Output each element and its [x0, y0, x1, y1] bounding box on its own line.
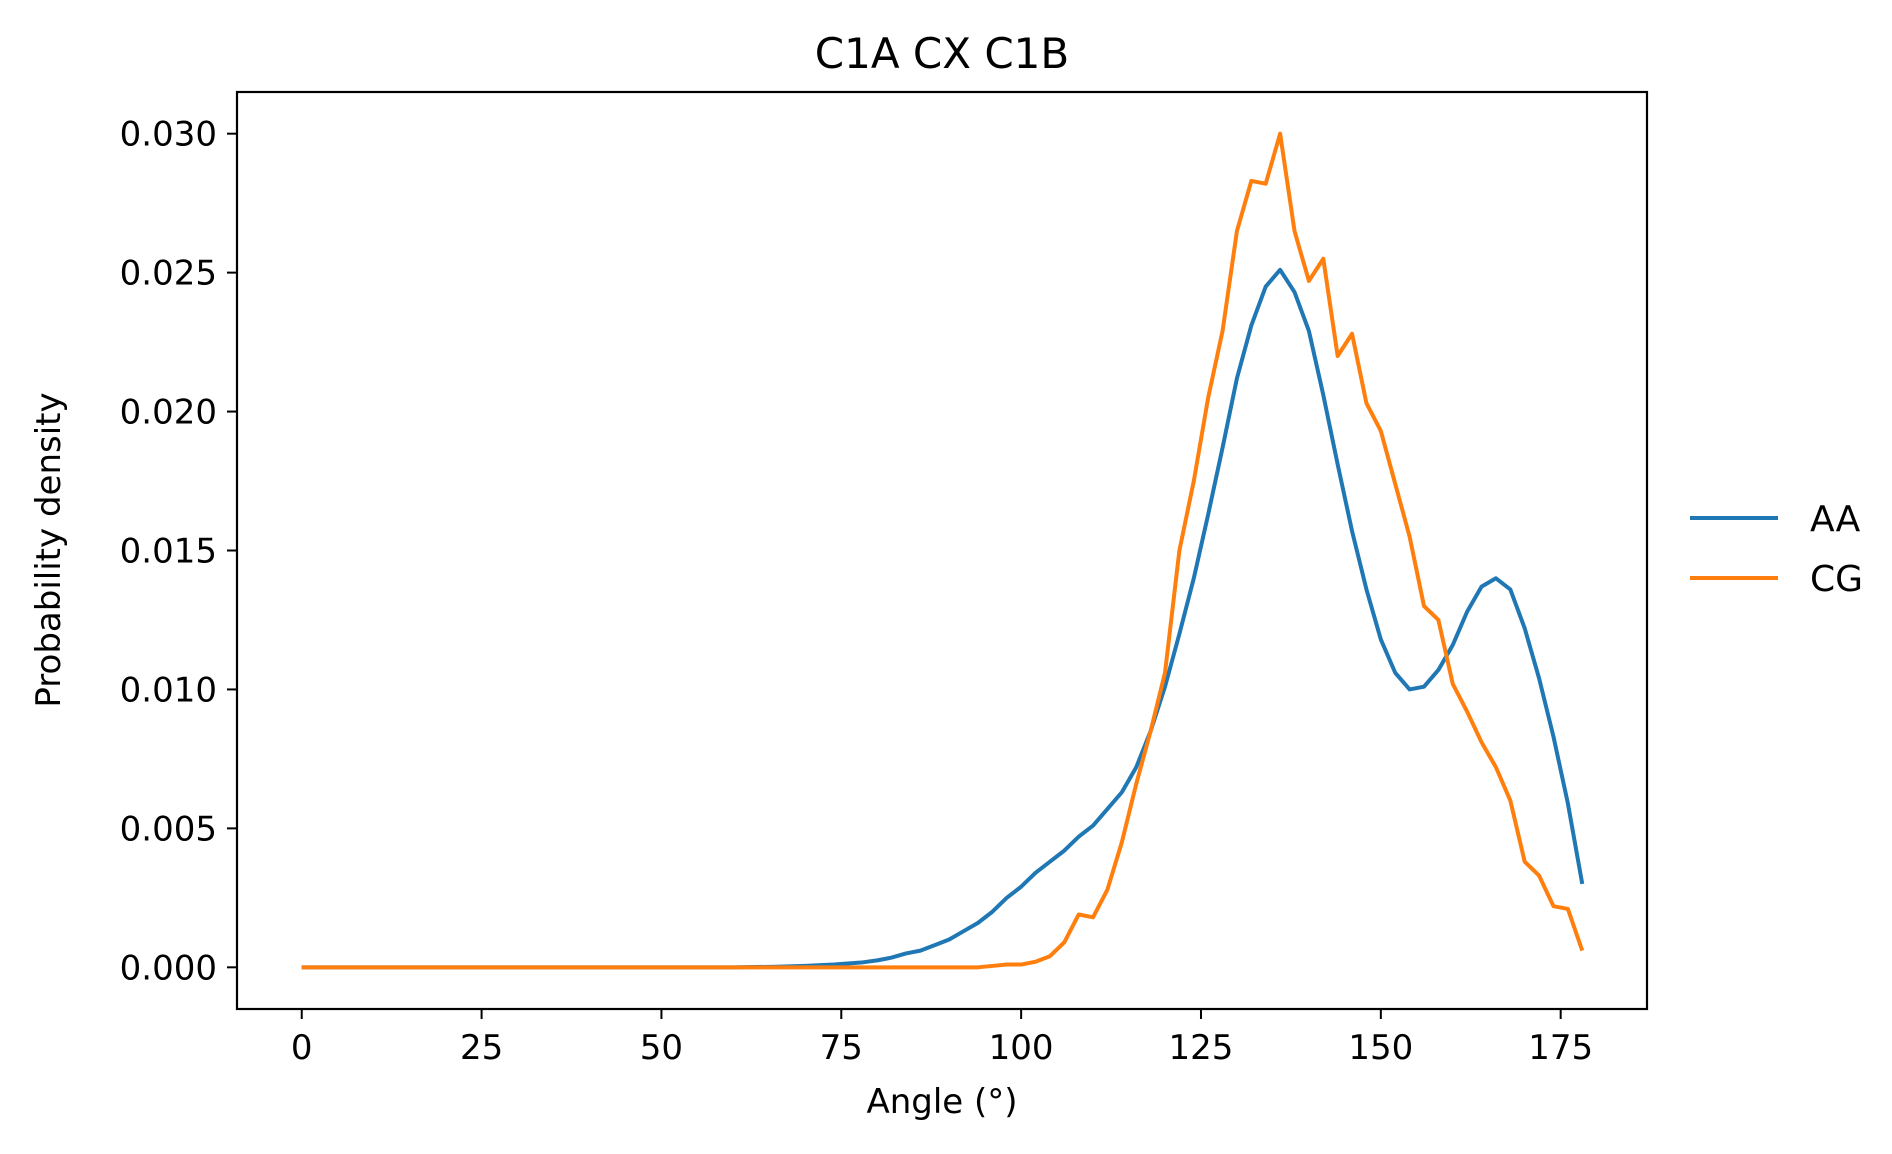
x-tick-label: 0: [291, 1028, 313, 1068]
x-axis: 0 25 50 75 100 125 150 175: [291, 1009, 1593, 1068]
plot-frame: [235, 90, 1649, 1011]
x-tick-label: 150: [1348, 1028, 1413, 1068]
y-tick-label: 0.025: [120, 254, 217, 294]
legend-label-cg: CG: [1810, 559, 1863, 600]
y-axis-label: Probability density: [29, 392, 69, 707]
y-tick-label: 0.030: [120, 115, 217, 155]
x-tick-label: 25: [460, 1028, 503, 1068]
y-tick-label: 0.010: [120, 670, 217, 710]
y-axis: 0.000 0.005 0.010 0.015 0.020 0.025 0.030: [120, 115, 237, 988]
y-tick-label: 0.020: [120, 393, 217, 433]
chart-title: C1A CX C1B: [815, 29, 1069, 78]
x-tick-label: 100: [989, 1028, 1054, 1068]
x-tick-label: 75: [820, 1028, 863, 1068]
x-tick-label: 50: [640, 1028, 683, 1068]
legend: AA CG: [1690, 499, 1863, 600]
y-tick-label: 0.000: [120, 948, 217, 988]
series-line-aa: [301, 267, 1585, 970]
x-tick-label: 175: [1528, 1028, 1593, 1068]
series-line-cg: [301, 131, 1585, 970]
y-tick-label: 0.005: [120, 809, 217, 849]
legend-label-aa: AA: [1810, 499, 1861, 540]
x-axis-label: Angle (°): [866, 1082, 1017, 1122]
plot-area: [301, 131, 1585, 970]
x-tick-label: 125: [1169, 1028, 1234, 1068]
y-tick-label: 0.015: [120, 532, 217, 572]
